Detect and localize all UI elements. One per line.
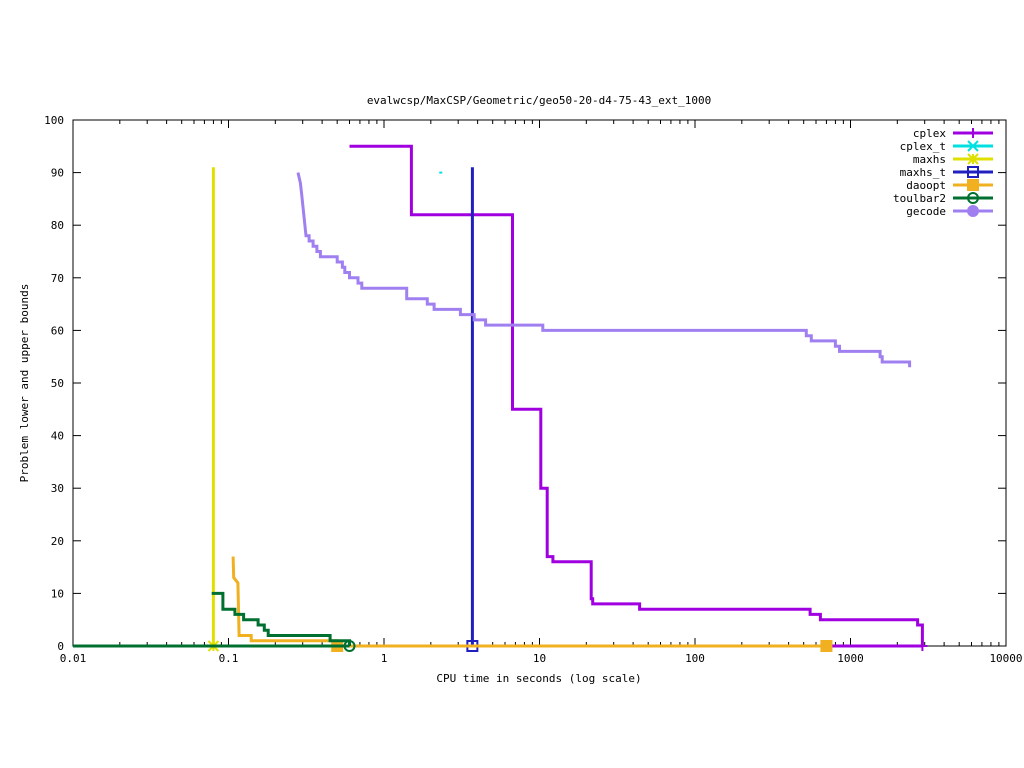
legend-label: cplex — [913, 127, 946, 140]
y-tick-label: 20 — [51, 535, 64, 548]
series-upper-line — [349, 144, 924, 646]
series-marker — [820, 640, 833, 652]
x-tick-label: 0.01 — [60, 652, 87, 665]
series-cplex_t — [439, 171, 443, 174]
y-tick-label: 80 — [51, 219, 64, 232]
series-marker — [967, 153, 979, 165]
legend-item-maxhs_t: maxhs_t — [900, 166, 993, 179]
y-tick-label: 50 — [51, 377, 64, 390]
legend-item-toulbar2: toulbar2 — [893, 192, 993, 205]
legend-item-maxhs: maxhs — [913, 153, 993, 166]
y-tick-label: 10 — [51, 587, 64, 600]
y-tick-label: 90 — [51, 167, 64, 180]
series-daoopt — [73, 556, 833, 652]
legend-item-cplex_t: cplex_t — [900, 140, 993, 153]
y-tick-label: 70 — [51, 272, 64, 285]
legend-label: toulbar2 — [893, 192, 946, 205]
series-marker — [967, 179, 979, 191]
legend-label: maxhs_t — [900, 166, 946, 179]
legend: cplexcplex_tmaxhsmaxhs_tdaoopttoulbar2ge… — [893, 127, 993, 218]
series-gecode — [296, 172, 912, 368]
x-tick-label: 1 — [381, 652, 388, 665]
series-marker — [343, 640, 356, 652]
x-axis-label: CPU time in seconds (log scale) — [436, 672, 641, 685]
series-point — [439, 171, 443, 174]
x-tick-label: 1000 — [837, 652, 864, 665]
x-tick-label: 10000 — [989, 652, 1022, 665]
legend-item-gecode: gecode — [906, 205, 993, 218]
legend-item-cplex: cplex — [913, 127, 993, 140]
series-marker — [967, 140, 979, 152]
legend-label: maxhs — [913, 153, 946, 166]
y-tick-label: 100 — [44, 114, 64, 127]
y-tick-label: 40 — [51, 430, 64, 443]
series-marker — [968, 128, 978, 138]
series-marker — [917, 641, 928, 651]
series-maxhs — [207, 167, 220, 652]
legend-label: cplex_t — [900, 140, 946, 153]
x-tick-label: 10 — [533, 652, 546, 665]
legend-label: daoopt — [906, 179, 946, 192]
series-toulbar2 — [73, 591, 356, 652]
legend-label: gecode — [906, 205, 946, 218]
series-maxhs_t — [466, 167, 479, 652]
series-marker — [967, 192, 979, 204]
axis-tick-labels: 0 10 20 30 40 50 60 70 80 90 100 0.01 0.1 1 10 100 1000 1… — [44, 114, 1022, 665]
series-upper-line — [211, 591, 351, 646]
y-tick-label: 0 — [57, 640, 64, 653]
y-axis-label: Problem lower and upper bounds — [18, 284, 31, 483]
series-layer — [73, 144, 928, 652]
series-cplex — [349, 144, 928, 651]
series-marker — [967, 205, 979, 217]
series-upper-line — [296, 172, 912, 368]
axis-ticks — [72, 119, 1007, 647]
y-tick-label: 30 — [51, 482, 64, 495]
x-tick-label: 0.1 — [219, 652, 239, 665]
series-marker — [967, 166, 979, 178]
series-upper-line — [231, 556, 339, 646]
y-tick-label: 60 — [51, 324, 64, 337]
x-tick-label: 100 — [685, 652, 705, 665]
chart-title: evalwcsp/MaxCSP/Geometric/geo50-20-d4-75… — [367, 94, 711, 107]
legend-item-daoopt: daoopt — [906, 179, 993, 192]
